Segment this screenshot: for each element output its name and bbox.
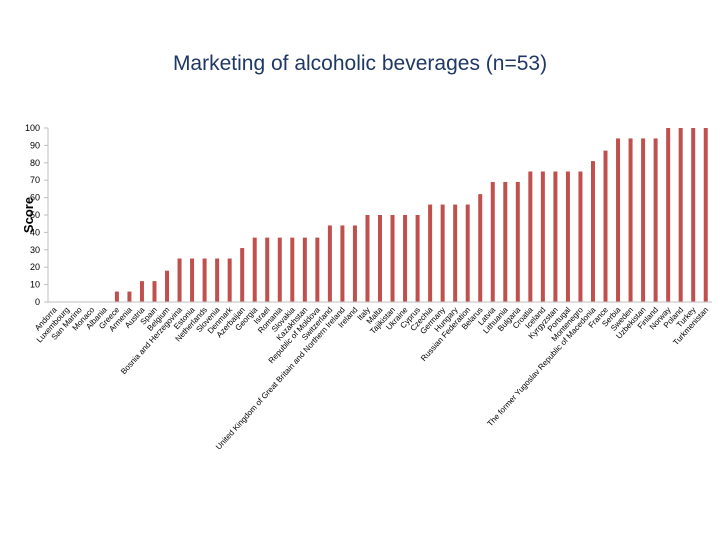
y-tick-label: 40 bbox=[30, 227, 40, 237]
bar bbox=[666, 128, 671, 302]
y-tick-label: 20 bbox=[30, 262, 40, 272]
y-tick-label: 80 bbox=[30, 158, 40, 168]
bar bbox=[403, 215, 408, 302]
bar bbox=[390, 215, 395, 302]
bar bbox=[641, 138, 646, 302]
bar bbox=[440, 204, 445, 302]
bar bbox=[340, 225, 345, 302]
bar bbox=[503, 181, 508, 302]
bar bbox=[127, 291, 132, 302]
bar bbox=[165, 270, 170, 302]
y-tick-label: 50 bbox=[30, 210, 40, 220]
bar bbox=[190, 258, 195, 302]
y-axis-label: Score bbox=[21, 197, 36, 233]
bar bbox=[553, 171, 558, 302]
y-tick-label: 60 bbox=[30, 193, 40, 203]
bar bbox=[565, 171, 570, 302]
bar bbox=[528, 171, 533, 302]
y-tick-label: 0 bbox=[35, 297, 40, 307]
bar bbox=[202, 258, 207, 302]
bar bbox=[691, 128, 696, 302]
bar bbox=[628, 138, 633, 302]
y-tick-label: 70 bbox=[30, 175, 40, 185]
chart-title: Marketing of alcoholic beverages (n=53) bbox=[172, 52, 548, 75]
bar bbox=[703, 128, 708, 302]
bar bbox=[290, 237, 295, 302]
bar bbox=[453, 204, 458, 302]
bar bbox=[315, 237, 320, 302]
bar bbox=[365, 215, 370, 302]
bar bbox=[139, 281, 144, 302]
bar bbox=[114, 291, 119, 302]
bar bbox=[252, 237, 257, 302]
bar bbox=[352, 225, 357, 302]
bar bbox=[653, 138, 658, 302]
bar bbox=[478, 194, 483, 302]
bar bbox=[277, 237, 282, 302]
bar bbox=[428, 204, 433, 302]
bar bbox=[590, 161, 595, 302]
y-tick-label: 10 bbox=[30, 280, 40, 290]
bar bbox=[578, 171, 583, 302]
bar bbox=[240, 248, 245, 302]
bar bbox=[227, 258, 232, 302]
bar bbox=[678, 128, 683, 302]
y-tick-label: 100 bbox=[25, 123, 40, 133]
bar bbox=[515, 181, 520, 302]
bar bbox=[540, 171, 545, 302]
bar bbox=[215, 258, 220, 302]
bar bbox=[465, 204, 470, 302]
bar bbox=[302, 237, 307, 302]
bars bbox=[114, 128, 708, 302]
bar bbox=[265, 237, 270, 302]
y-tick-label: 90 bbox=[30, 140, 40, 150]
bar bbox=[327, 225, 332, 302]
bar bbox=[490, 181, 495, 302]
y-axis-ticks: 0 10 20 30 40 50 60 70 80 90 100 bbox=[25, 123, 48, 307]
y-tick-label: 30 bbox=[30, 245, 40, 255]
bar bbox=[616, 138, 621, 302]
bar bbox=[378, 215, 382, 302]
bar bbox=[415, 215, 420, 302]
bar bbox=[177, 258, 182, 302]
bar bbox=[152, 281, 157, 302]
bar bbox=[603, 150, 608, 302]
